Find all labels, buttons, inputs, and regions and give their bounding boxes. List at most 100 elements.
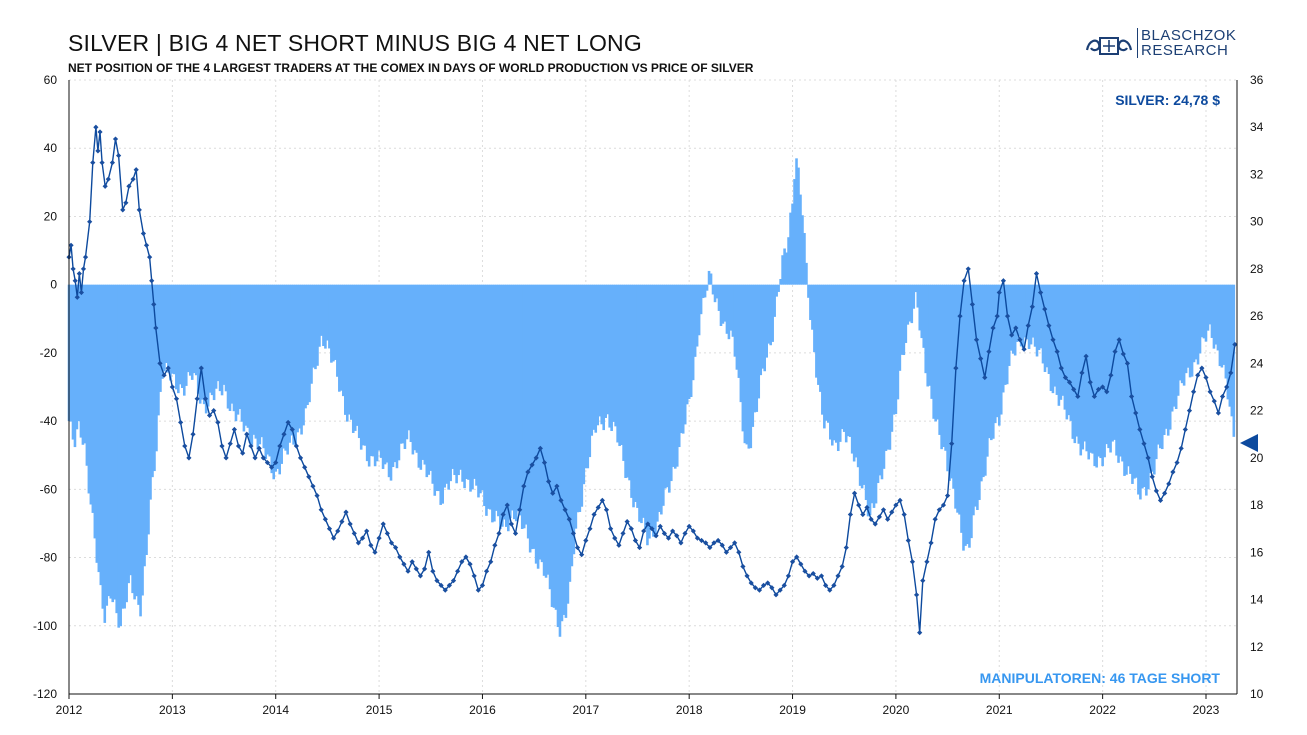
price-point — [252, 455, 258, 461]
price-point — [973, 337, 980, 343]
price-point — [765, 580, 771, 586]
bar — [1170, 284, 1174, 412]
bar — [401, 284, 405, 444]
bar — [182, 284, 186, 396]
bar — [982, 284, 985, 478]
price-point — [1162, 490, 1168, 496]
bar — [91, 284, 95, 513]
brand-logo: BLASCHZOK RESEARCH — [1085, 28, 1245, 62]
bar — [296, 284, 299, 433]
price-point — [99, 160, 105, 166]
price-point — [90, 160, 96, 166]
bar — [1204, 284, 1208, 342]
bar — [584, 284, 588, 469]
bar — [449, 284, 452, 482]
price-point — [1124, 360, 1131, 366]
bar — [242, 284, 246, 432]
bar — [190, 284, 194, 380]
bar — [858, 284, 862, 486]
bar — [214, 284, 218, 389]
silver-price-line — [66, 124, 1238, 636]
price-point — [653, 533, 659, 539]
price-point — [508, 521, 514, 527]
bar — [188, 284, 192, 376]
x-tick-label: 2013 — [159, 703, 186, 717]
bar — [373, 284, 377, 467]
price-point — [147, 254, 153, 260]
price-point — [872, 521, 878, 527]
bar — [874, 284, 878, 504]
price-point — [949, 441, 955, 447]
bar — [85, 284, 89, 466]
bar — [230, 284, 234, 404]
bar — [226, 284, 230, 409]
price-point — [794, 554, 800, 560]
bar — [95, 284, 99, 563]
bar — [1039, 284, 1043, 349]
bar — [282, 284, 285, 449]
bar — [620, 284, 623, 445]
bar — [69, 284, 73, 422]
bar — [831, 284, 834, 446]
right-tick-label: 26 — [1250, 309, 1264, 323]
bar — [290, 284, 293, 436]
bar — [181, 284, 184, 388]
bar — [292, 284, 295, 445]
price-point — [1046, 323, 1052, 329]
bar — [699, 284, 703, 315]
bar — [1135, 284, 1138, 478]
price-point — [500, 511, 506, 518]
price-point — [628, 526, 634, 532]
bar — [1196, 284, 1200, 365]
bar — [272, 284, 276, 480]
price-point — [723, 549, 729, 555]
price-point — [397, 554, 403, 560]
bar — [1067, 284, 1071, 416]
bar — [842, 284, 846, 432]
bar — [920, 284, 924, 339]
bar — [105, 284, 109, 606]
bar — [1198, 284, 1202, 354]
price-point — [860, 511, 866, 518]
bar — [1125, 284, 1128, 475]
bar — [1037, 284, 1041, 351]
position-label: MANIPULATOREN: 46 TAGE SHORT — [980, 670, 1221, 686]
bar — [890, 284, 894, 432]
bar — [395, 284, 399, 469]
price-point — [256, 445, 262, 451]
price-point — [1224, 384, 1230, 390]
bar — [1027, 284, 1031, 349]
bar — [139, 284, 142, 617]
bar — [844, 284, 848, 443]
bar — [1065, 284, 1069, 420]
bar — [703, 284, 707, 298]
bar — [932, 284, 935, 419]
bar — [1013, 284, 1017, 356]
bar — [825, 284, 828, 421]
bar — [349, 284, 353, 420]
price-line-path — [68, 127, 1236, 633]
price-point — [512, 530, 519, 537]
bar — [658, 284, 661, 512]
bar — [1003, 284, 1007, 385]
bar — [216, 284, 220, 382]
bar — [1164, 284, 1168, 429]
price-point — [198, 365, 204, 371]
price-point — [928, 540, 934, 546]
left-tick-label: -120 — [33, 687, 57, 701]
price-point — [1141, 441, 1147, 447]
bar — [274, 284, 278, 472]
right-tick-label: 12 — [1250, 640, 1264, 654]
price-point — [936, 507, 942, 513]
bar — [101, 284, 105, 609]
bar — [896, 284, 900, 400]
bar — [745, 284, 749, 445]
bar — [560, 284, 564, 622]
bar — [495, 284, 498, 511]
price-point — [856, 502, 862, 508]
right-tick-label: 16 — [1250, 545, 1264, 559]
price-point — [273, 459, 279, 466]
price-point — [223, 455, 229, 461]
price-point — [521, 483, 527, 489]
bar — [984, 284, 987, 476]
